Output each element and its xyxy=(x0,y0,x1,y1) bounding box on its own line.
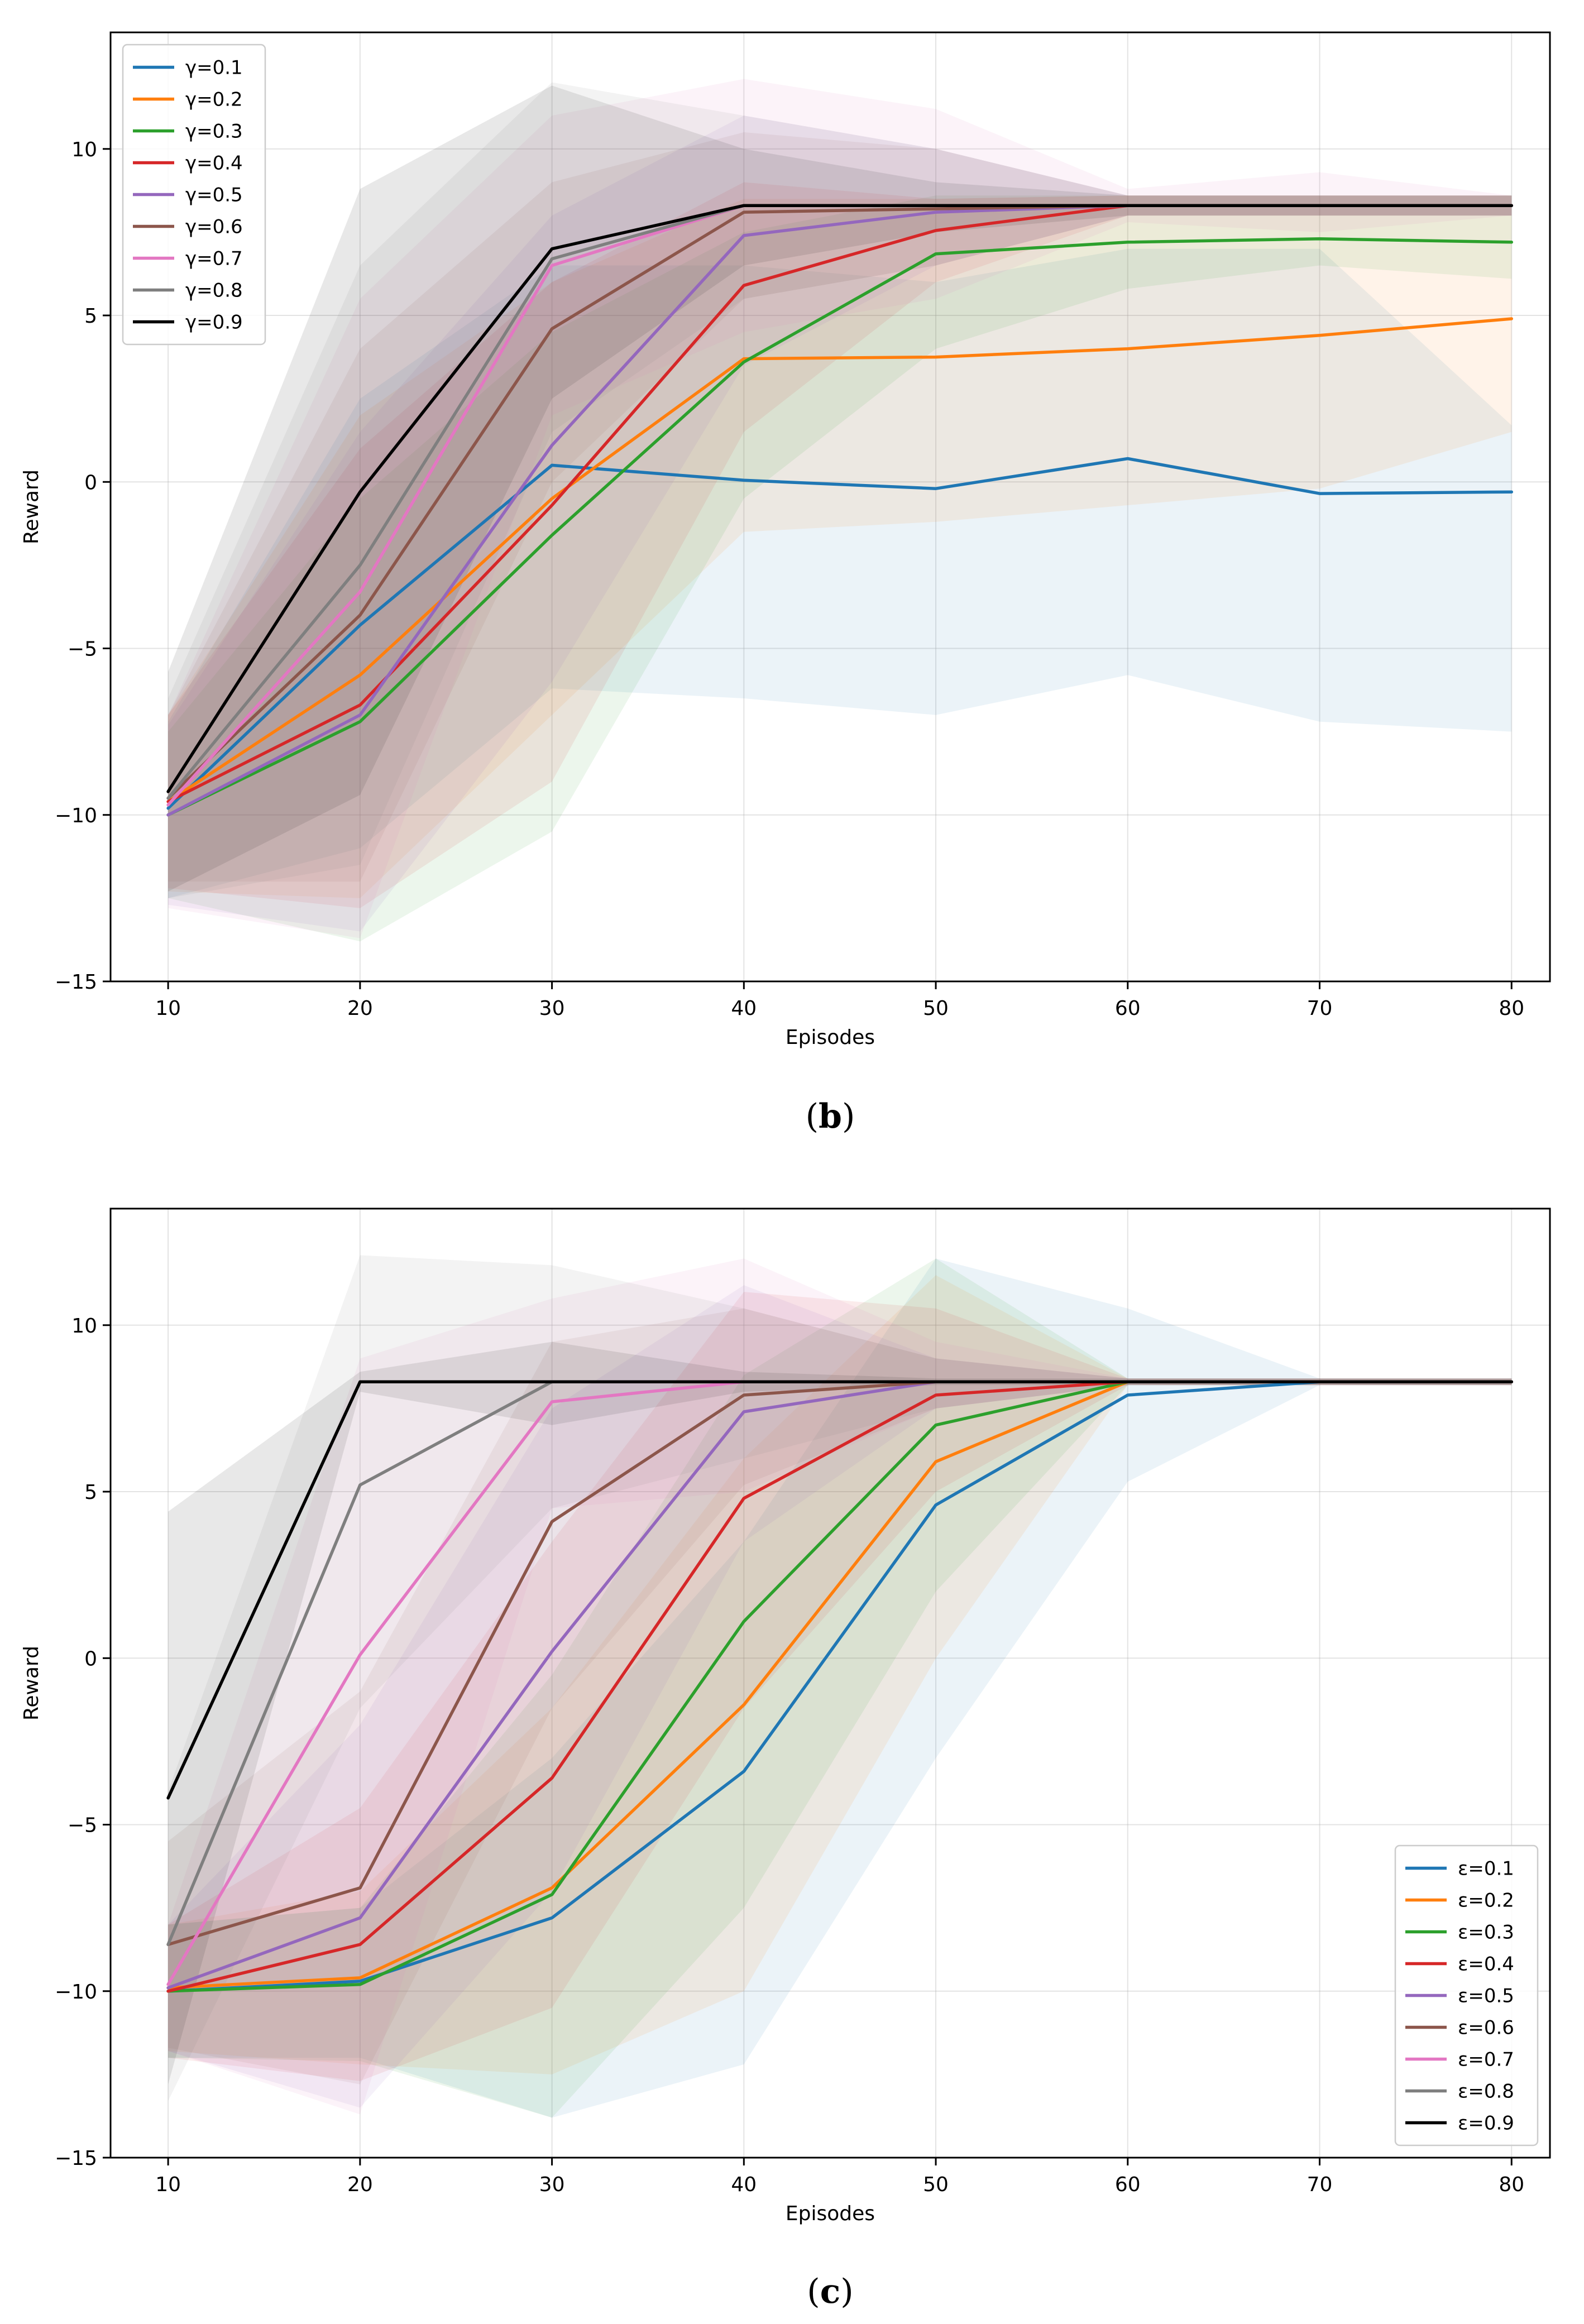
confidence-band-5 xyxy=(168,1308,1512,2085)
x-tick-label: 70 xyxy=(1307,2173,1333,2196)
legend-entry-3: ε=0.4 xyxy=(1458,1953,1514,1976)
confidence-band-0 xyxy=(168,1258,1512,2118)
legend-entry-6: ε=0.7 xyxy=(1458,2049,1514,2071)
legend-box xyxy=(1394,1844,1539,2146)
y-tick-label: −5 xyxy=(68,638,97,661)
x-tick-label: 40 xyxy=(731,2173,757,2196)
series-line-8 xyxy=(166,204,1514,793)
x-tick-label: 60 xyxy=(1115,2173,1141,2196)
legend-entry-2: ε=0.3 xyxy=(1458,1922,1514,1944)
y-tick-label: 5 xyxy=(84,1481,97,1504)
caption-open-paren: ( xyxy=(807,2272,820,2311)
plot-frame xyxy=(109,1207,1551,2159)
y-tick-label: −15 xyxy=(55,2147,97,2170)
series-line-2 xyxy=(166,237,1514,817)
legend-entry-7: ε=0.8 xyxy=(1458,2081,1514,2103)
legend-entry-2: γ=0.3 xyxy=(185,121,243,143)
confidence-band-7 xyxy=(168,82,1512,898)
y-tick-label: 10 xyxy=(71,1315,97,1338)
legend: ε=0.1 ε=0.2 ε=0.3 ε=0.4 ε=0.5 ε=0.6 ε=0.7 ε=0.8… xyxy=(1394,1844,1539,2146)
legend-entry-5: ε=0.6 xyxy=(1458,2017,1514,2039)
legend-entry-8: ε=0.9 xyxy=(1458,2112,1514,2135)
legend-entry-3: γ=0.4 xyxy=(185,152,243,175)
x-tick-label: 30 xyxy=(539,2173,565,2196)
series-line-8 xyxy=(166,1380,1514,1800)
legend-entry-0: ε=0.1 xyxy=(1458,1858,1514,1880)
legend-entry-8: γ=0.9 xyxy=(185,312,243,334)
confidence-band-6 xyxy=(168,1258,1512,2115)
series-line-0 xyxy=(166,457,1514,810)
y-tick-label: 5 xyxy=(84,305,97,328)
confidence-band-1 xyxy=(168,195,1512,898)
x-tick-label: 80 xyxy=(1499,2173,1524,2196)
legend-entry-4: γ=0.5 xyxy=(185,184,243,207)
legend-entry-1: γ=0.2 xyxy=(185,89,243,111)
x-tick-label: 80 xyxy=(1499,997,1524,1020)
x-tick-label: 30 xyxy=(539,997,565,1020)
x-tick-label: 70 xyxy=(1307,997,1333,1020)
x-axis-label: Episodes xyxy=(786,1026,875,1049)
y-tick-label: −15 xyxy=(55,971,97,994)
confidence-band-8 xyxy=(168,1341,1512,2085)
caption-close-paren: ) xyxy=(842,1097,855,1136)
legend-box xyxy=(122,44,266,346)
confidence-band-6 xyxy=(168,79,1512,938)
y-tick-label: 10 xyxy=(71,138,97,161)
legend-entry-5: γ=0.6 xyxy=(185,216,243,238)
confidence-band-3 xyxy=(168,182,1512,908)
confidence-band-3 xyxy=(168,1292,1512,2081)
panel-caption: (c) xyxy=(807,2272,853,2311)
y-tick-label: −10 xyxy=(55,804,97,827)
chart-panel-b: 10 20 30 40 50 60 70 80 −15 −10 −5 0 5 10 Episodes Rewa… xyxy=(20,31,1551,1136)
confidence-band-1 xyxy=(168,1275,1512,2074)
y-tick-label: 0 xyxy=(84,1647,97,1670)
legend-entry-1: ε=0.2 xyxy=(1458,1890,1514,1912)
y-tick-label: 0 xyxy=(84,471,97,494)
x-tick-label: 10 xyxy=(155,997,181,1020)
confidence-band-8 xyxy=(168,85,1512,892)
confidence-band-0 xyxy=(168,248,1512,898)
plot-frame xyxy=(109,31,1551,983)
caption-letter: b xyxy=(819,1097,842,1136)
legend-entry-6: γ=0.7 xyxy=(185,248,243,270)
y-axis-label: Reward xyxy=(20,1646,43,1721)
confidence-band-2 xyxy=(168,195,1512,942)
y-axis-label: Reward xyxy=(20,469,43,544)
confidence-band-2 xyxy=(168,1258,1512,2118)
confidence-band-4 xyxy=(168,1285,1512,2108)
x-tick-label: 60 xyxy=(1115,997,1141,1020)
x-axis-label: Episodes xyxy=(786,2202,875,2225)
legend-entry-7: γ=0.8 xyxy=(185,280,243,302)
chart-panel-c: 10 20 30 40 50 60 70 80 −15 −10 −5 0 5 10 Episodes Rewa… xyxy=(20,1207,1551,2311)
caption-letter: c xyxy=(820,2272,841,2311)
x-tick-label: 20 xyxy=(347,2173,373,2196)
caption-close-paren: ) xyxy=(840,2272,853,2311)
x-tick-label: 50 xyxy=(923,997,949,1020)
legend-entry-0: γ=0.1 xyxy=(185,57,243,79)
x-tick-label: 20 xyxy=(347,997,373,1020)
confidence-band-5 xyxy=(168,132,1512,882)
legend-entry-4: ε=0.5 xyxy=(1458,1985,1514,2007)
y-tick-label: −10 xyxy=(55,1981,97,2004)
x-tick-label: 40 xyxy=(731,997,757,1020)
x-tick-label: 50 xyxy=(923,2173,949,2196)
y-tick-label: −5 xyxy=(68,1814,97,1837)
confidence-band-4 xyxy=(168,116,1512,932)
caption-open-paren: ( xyxy=(806,1097,819,1136)
series-line-1 xyxy=(166,317,1514,803)
legend: γ=0.1 γ=0.2 γ=0.3 γ=0.4 γ=0.5 γ=0.6 γ=0.7 γ=0.8… xyxy=(122,44,266,346)
x-tick-label: 10 xyxy=(155,2173,181,2196)
panel-caption: (b) xyxy=(806,1097,855,1136)
